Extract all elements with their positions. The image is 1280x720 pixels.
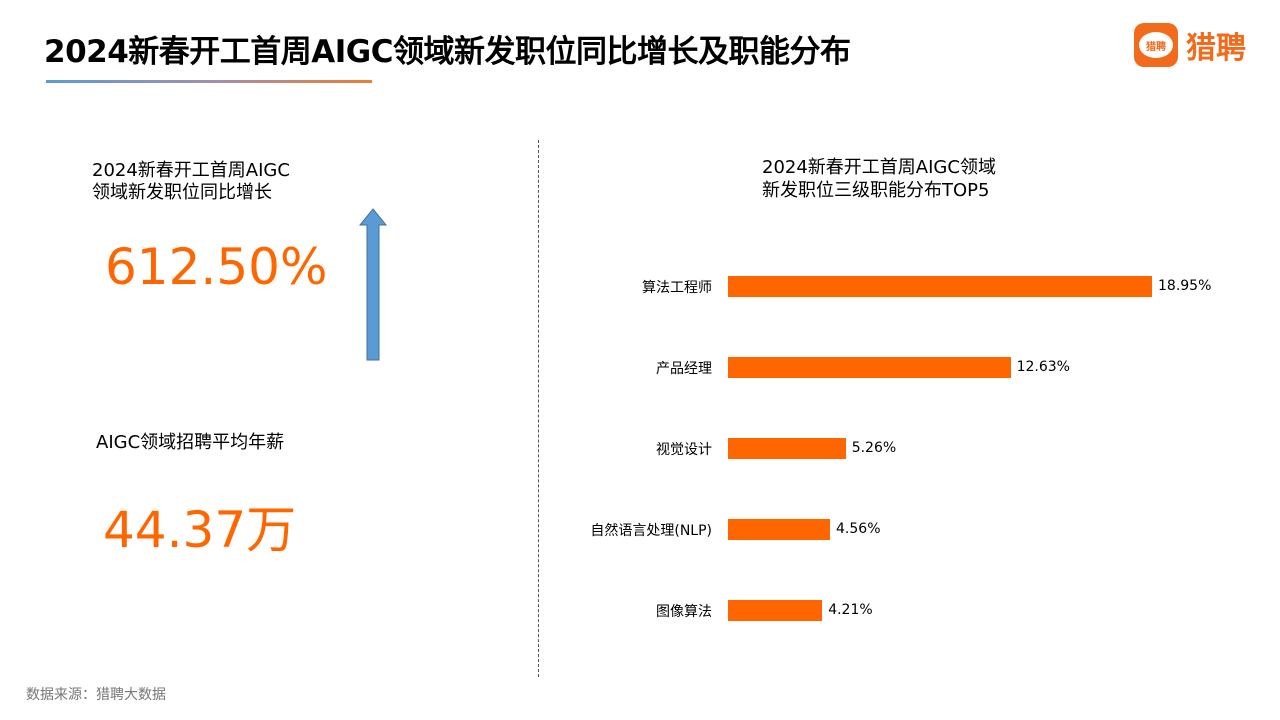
title-underline [46,80,372,83]
bar [728,600,823,621]
category-label: 视觉设计 [656,442,712,458]
salary-label: AIGC领域招聘平均年薪 [96,432,285,453]
category-label: 自然语言处理(NLP) [590,523,712,539]
logo-icon: 猎聘 [1134,23,1178,67]
chart-title: 2024新春开工首周AIGC领域 新发职位三级职能分布TOP5 [762,156,996,202]
data-label: 4.56% [836,521,881,537]
growth-value: 612.50% [105,238,328,296]
growth-label-line1: 2024新春开工首周AIGC [92,160,290,181]
bar [728,276,1152,297]
data-label: 12.63% [1016,359,1070,375]
chart-title-line2: 新发职位三级职能分布TOP5 [762,180,990,201]
logo-text: 猎聘 [1186,31,1246,66]
up-arrow-icon [358,208,388,361]
bar [728,519,831,540]
data-label: 4.21% [828,602,873,618]
divider [538,140,539,677]
data-label: 18.95% [1158,278,1212,294]
category-label: 产品经理 [656,361,712,377]
chart-title-line1: 2024新春开工首周AIGC领域 [762,157,996,178]
bar [728,357,1011,378]
logo-bubble: 猎聘 [1139,32,1173,58]
page-title: 2024新春开工首周AIGC领域新发职位同比增长及职能分布 [44,34,851,70]
data-label: 5.26% [851,440,897,456]
category-label: 图像算法 [656,604,712,620]
logo: 猎聘 猎聘 [1134,23,1246,67]
bar [728,438,846,459]
category-label: 算法工程师 [642,280,712,296]
growth-label-line2: 领域新发职位同比增长 [92,182,272,203]
source-note: 数据来源：猎聘大数据 [26,687,166,703]
growth-label: 2024新春开工首周AIGC 领域新发职位同比增长 [92,160,290,204]
salary-value: 44.37万 [103,501,297,559]
